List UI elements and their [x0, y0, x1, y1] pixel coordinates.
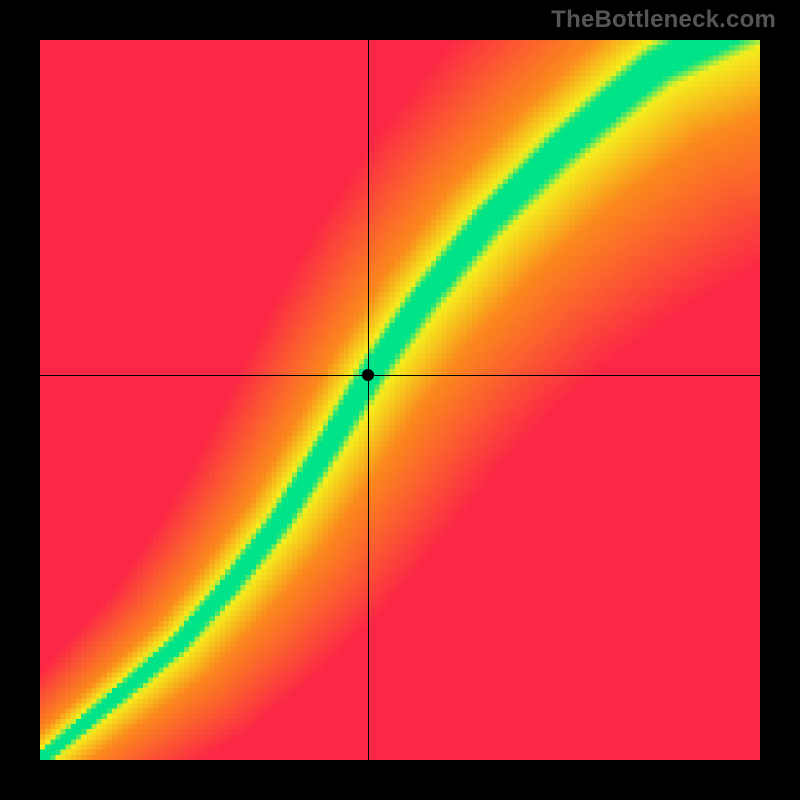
chart-frame: TheBottleneck.com: [0, 0, 800, 800]
crosshair-point: [362, 369, 374, 381]
watermark-text: TheBottleneck.com: [551, 6, 776, 34]
crosshair-vertical: [368, 40, 369, 760]
crosshair-horizontal: [40, 375, 760, 376]
heatmap-canvas: [40, 40, 760, 760]
plot-area: [40, 40, 760, 760]
